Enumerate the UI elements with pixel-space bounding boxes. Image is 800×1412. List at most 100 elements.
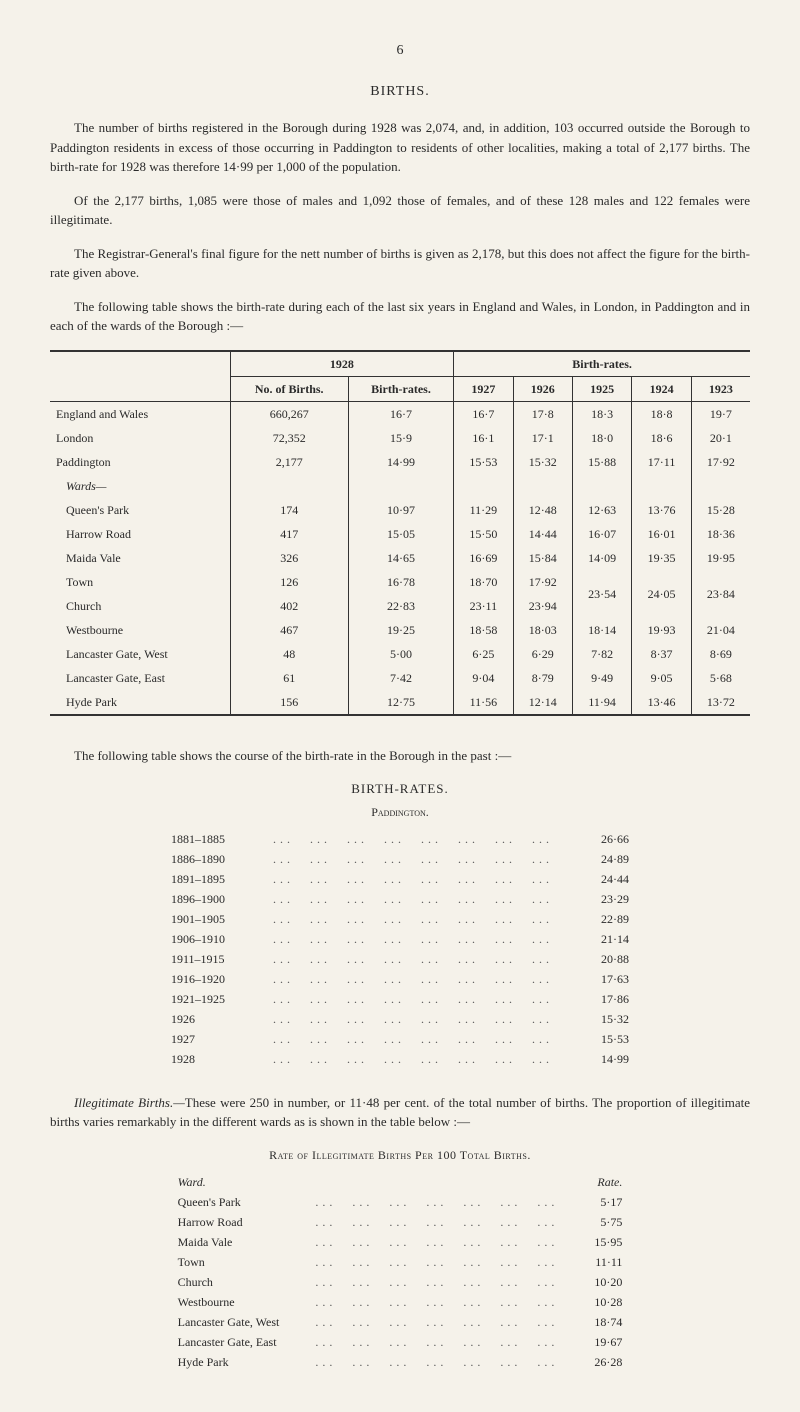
wards-table: Ward. Rate. Queen's Park................… [170,1172,631,1372]
table-row: Harrow Road41715·0515·5014·4416·0716·011… [50,522,750,546]
dots-cell: ... [450,909,487,929]
dots-cell: ... [413,889,450,909]
dots-cell: ... [344,1192,381,1212]
dots-cell: ... [344,1312,381,1332]
dots-cell: ... [302,929,339,949]
dots-cell: ... [302,889,339,909]
dots-cell: ... [529,1312,566,1332]
dots-cell: ... [524,849,561,869]
dots-cell: ... [265,1009,302,1029]
rate-header: Rate. [566,1172,630,1192]
dots-cell: ... [487,1049,524,1069]
col-birthrates: Birth-rates. [454,351,750,377]
cell: 61 [230,666,348,690]
col-1923: 1923 [691,376,750,401]
ward-cell: Lancaster Gate, West [170,1312,308,1332]
dots-cell: ... [302,989,339,1009]
cell-merged: 23·54 [572,570,631,618]
table-row: Town12616·7818·7017·9223·5424·0523·84 [50,570,750,594]
dots-cell: ... [450,1029,487,1049]
dots-cell: ... [487,949,524,969]
cell: 16·01 [632,522,691,546]
dots-cell: ... [376,889,413,909]
value-cell: 24·89 [561,849,637,869]
dots-cell: ... [339,849,376,869]
cell: 16·7 [454,401,513,426]
dots-cell: ... [265,889,302,909]
cell-merged: 24·05 [632,570,691,618]
dots-cell: ... [339,1049,376,1069]
cell: 19·7 [691,401,750,426]
cell: 16·1 [454,426,513,450]
rates-row: 1927........................15·53 [163,1029,637,1049]
dots-cell: ... [339,869,376,889]
dots-cell: ... [339,989,376,1009]
dots-cell: ... [487,969,524,989]
dots-cell: ... [413,869,450,889]
dots-cell: ... [413,949,450,969]
period-cell: 1927 [163,1029,265,1049]
dots-cell: ... [418,1352,455,1372]
period-cell: 1901–1905 [163,909,265,929]
dots-cell: ... [344,1212,381,1232]
dots-cell: ... [455,1212,492,1232]
dots-cell: ... [418,1312,455,1332]
rate-cell: 5·17 [566,1192,630,1212]
dots-cell: ... [413,849,450,869]
dots-cell: ... [339,889,376,909]
ward-cell: Maida Vale [170,1232,308,1252]
rates-row: 1916–1920........................17·63 [163,969,637,989]
dots-cell: ... [307,1352,344,1372]
dots-cell: ... [381,1332,418,1352]
dots-cell: ... [492,1312,529,1332]
dots-cell: ... [339,829,376,849]
row-label: Wards— [50,474,230,498]
dots-cell: ... [487,829,524,849]
cell: 11·94 [572,690,631,715]
dots-cell: ... [524,889,561,909]
dots-cell: ... [307,1232,344,1252]
dots-cell: ... [413,1029,450,1049]
value-cell: 23·29 [561,889,637,909]
cell: 16·69 [454,546,513,570]
dots-cell: ... [376,1029,413,1049]
dots-cell: ... [492,1292,529,1312]
dots-cell: ... [265,1049,302,1069]
period-cell: 1906–1910 [163,929,265,949]
rates-row: 1896–1900........................23·29 [163,889,637,909]
cell: 13·46 [632,690,691,715]
cell: 10·97 [348,498,453,522]
dots-cell: ... [455,1312,492,1332]
cell: 126 [230,570,348,594]
cell: 15·50 [454,522,513,546]
dots-cell: ... [302,1049,339,1069]
dots-cell: ... [492,1192,529,1212]
value-cell: 24·44 [561,869,637,889]
cell [572,474,631,498]
cell: 8·69 [691,642,750,666]
dots-cell: ... [307,1212,344,1232]
period-cell: 1886–1890 [163,849,265,869]
dots-cell: ... [529,1212,566,1232]
dots-cell: ... [376,909,413,929]
paragraph-4: The following table shows the birth-rate… [50,297,750,336]
rates-row: 1926........................15·32 [163,1009,637,1029]
dots-cell: ... [339,1009,376,1029]
table-row: Wards— [50,474,750,498]
dots-cell: ... [418,1232,455,1252]
dots-cell: ... [487,849,524,869]
dots-cell: ... [455,1192,492,1212]
cell: 2,177 [230,450,348,474]
cell: 13·72 [691,690,750,715]
table-row: Hyde Park15612·7511·5612·1411·9413·4613·… [50,690,750,715]
dots-cell: ... [524,909,561,929]
dots-cell: ... [450,989,487,1009]
dots-cell: ... [381,1312,418,1332]
ward-row: Westbourne.....................10·28 [170,1292,631,1312]
cell: 8·79 [513,666,572,690]
cell: 16·7 [348,401,453,426]
value-cell: 17·86 [561,989,637,1009]
period-cell: 1911–1915 [163,949,265,969]
dots-cell: ... [344,1232,381,1252]
period-cell: 1891–1895 [163,869,265,889]
